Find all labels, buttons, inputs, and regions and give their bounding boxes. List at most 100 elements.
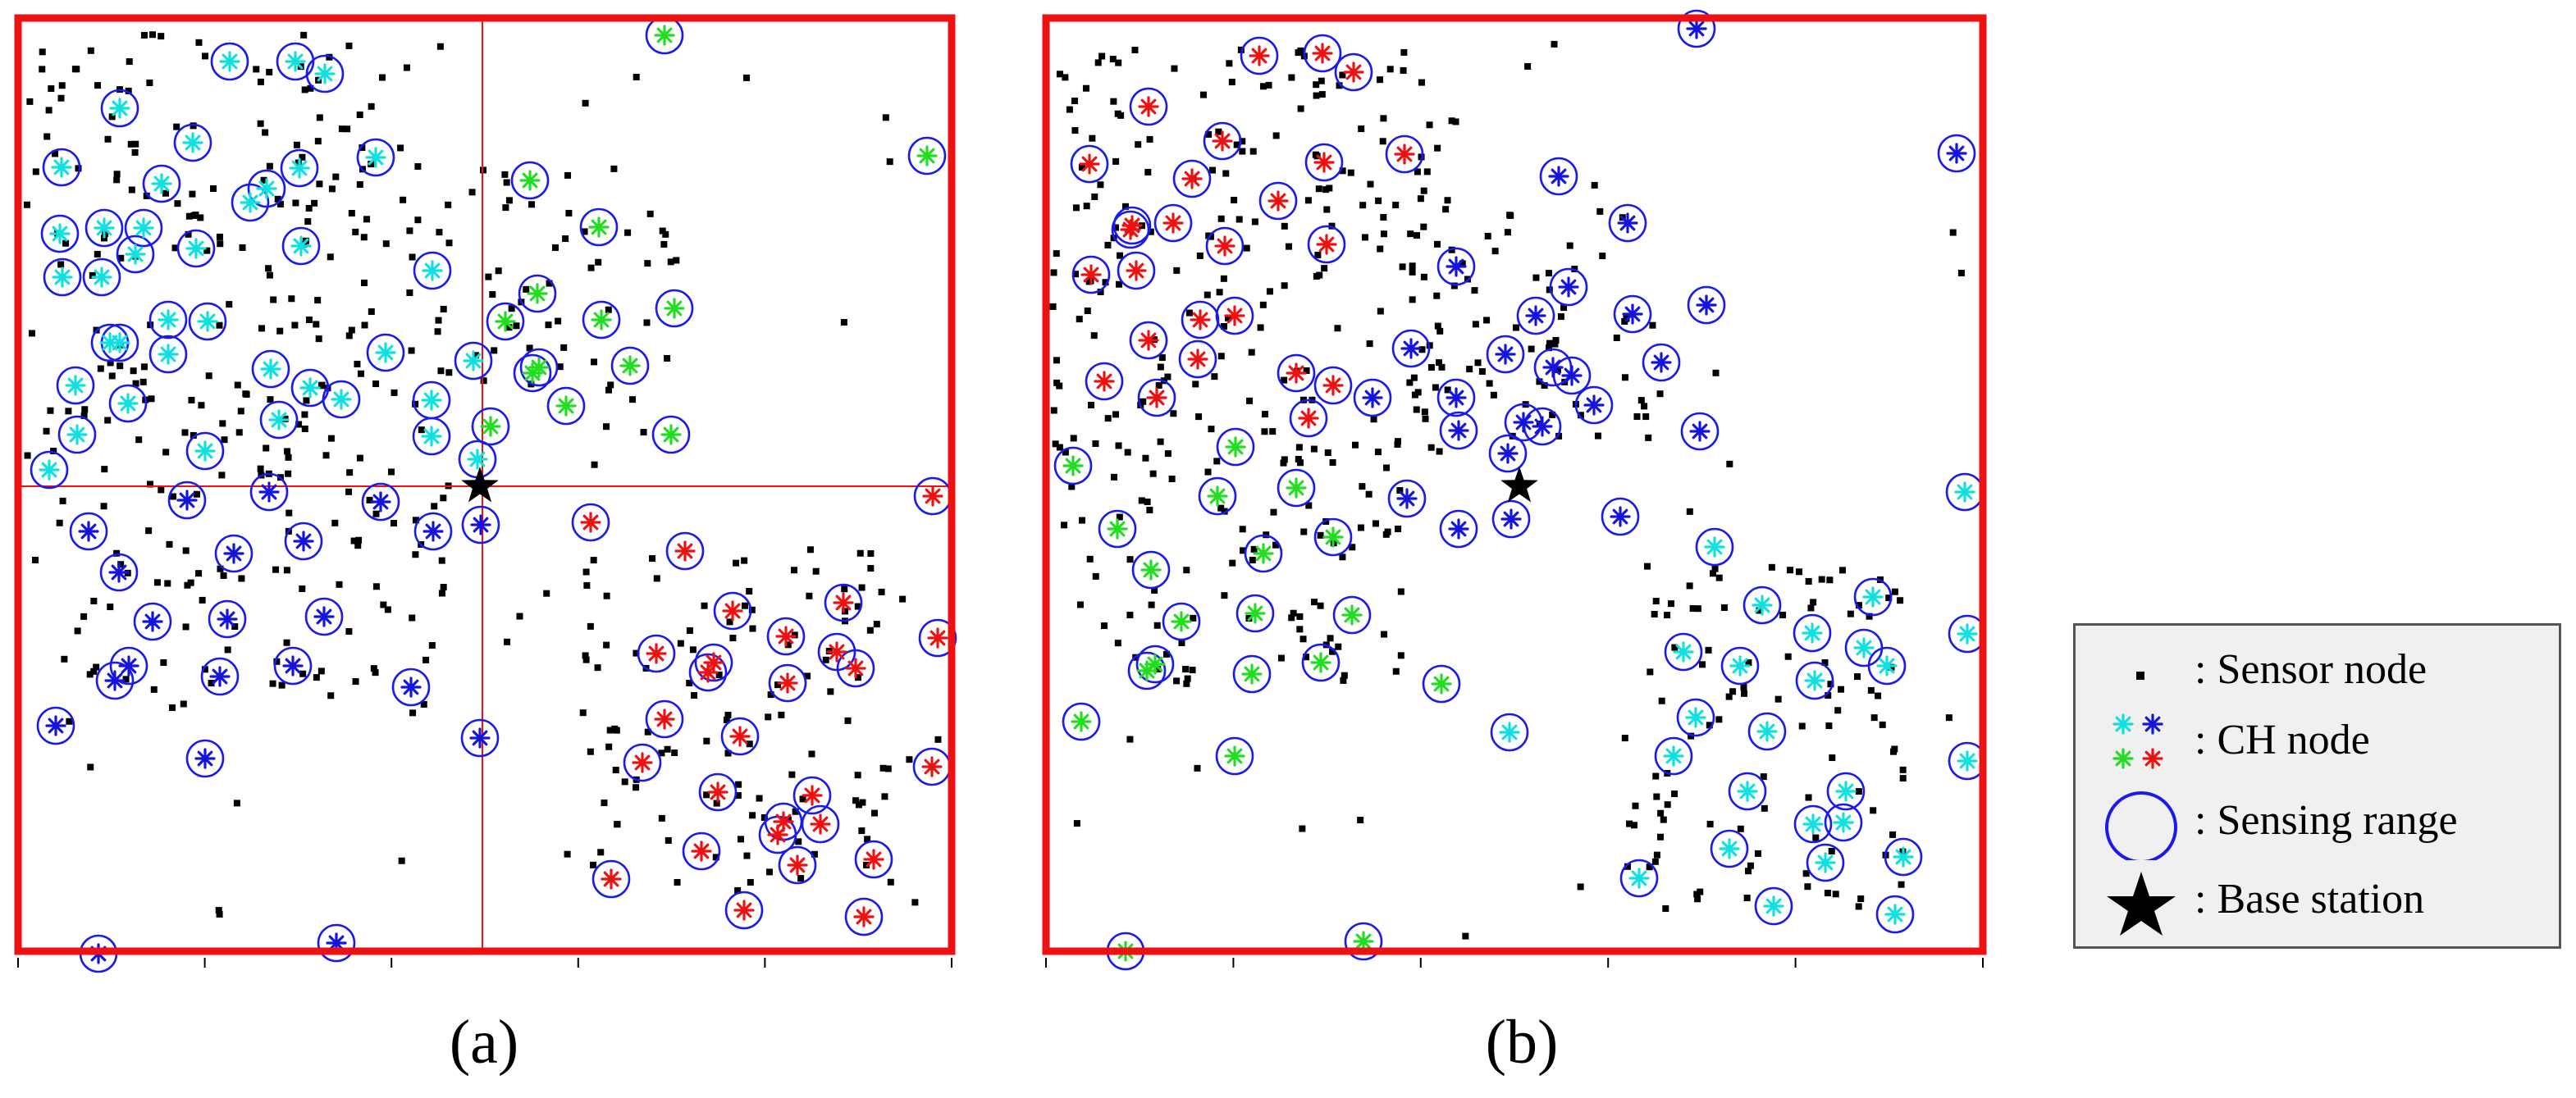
sensing-range-circle bbox=[1332, 595, 1372, 635]
sensor-node bbox=[508, 305, 515, 312]
sensor-node bbox=[1328, 648, 1336, 655]
panel-b-plot bbox=[1042, 9, 1987, 971]
sensor-node bbox=[1705, 646, 1712, 654]
sensor-node bbox=[145, 527, 153, 535]
sensor-node bbox=[610, 165, 618, 172]
ch-node-red bbox=[775, 626, 797, 647]
sensor-node bbox=[1361, 234, 1368, 241]
sensor-node bbox=[147, 481, 154, 488]
sensor-node bbox=[440, 584, 447, 591]
sensor-node bbox=[1855, 788, 1862, 795]
sensing-range-circle bbox=[637, 634, 676, 673]
sensing-range-circle bbox=[413, 251, 452, 290]
sensor-node bbox=[1647, 668, 1654, 676]
sensor-node bbox=[348, 210, 355, 217]
sensor-node bbox=[1596, 207, 1604, 215]
sensor-node bbox=[1068, 483, 1076, 490]
sensor-node bbox=[906, 756, 913, 763]
sensor-node bbox=[640, 429, 647, 436]
sensor-node bbox=[579, 709, 587, 717]
sensor-node bbox=[368, 103, 375, 110]
ch-node-cyan bbox=[299, 377, 321, 399]
sensor-node bbox=[1083, 203, 1090, 210]
sensor-node bbox=[748, 606, 756, 613]
ch-node-red bbox=[1394, 144, 1415, 165]
sensor-node bbox=[273, 658, 281, 665]
sensor-node bbox=[1072, 204, 1080, 212]
sensing-range-circle bbox=[518, 274, 557, 313]
panel-a-ch-nodes bbox=[39, 25, 948, 964]
sensing-range-circle bbox=[1111, 210, 1150, 249]
sensor-node bbox=[1250, 545, 1258, 553]
ch-node-red bbox=[1079, 153, 1100, 175]
sensor-node bbox=[1504, 229, 1511, 236]
sensor-node bbox=[217, 565, 224, 572]
sensor-node bbox=[1126, 736, 1134, 743]
sensor-node bbox=[445, 369, 453, 376]
sensing-range-circle bbox=[1391, 329, 1431, 368]
sensor-node bbox=[1374, 449, 1382, 456]
sensing-range-circle bbox=[1303, 34, 1342, 73]
sensor-node bbox=[1828, 847, 1835, 854]
sensor-node bbox=[1621, 735, 1628, 742]
sensing-range-circle bbox=[1215, 296, 1254, 335]
sensor-node bbox=[258, 325, 266, 332]
sensor-node bbox=[1641, 403, 1648, 410]
sensing-range-circle bbox=[1793, 804, 1833, 844]
sensing-range-circle bbox=[259, 400, 299, 440]
sensor-node bbox=[1207, 233, 1214, 240]
sensor-node bbox=[1399, 263, 1406, 271]
sensor-node bbox=[1213, 458, 1221, 465]
sensor-node bbox=[1290, 609, 1297, 617]
ch-node-cyan bbox=[290, 235, 312, 257]
sensor-node bbox=[1375, 197, 1382, 204]
sensor-node bbox=[318, 381, 326, 389]
sensor-node bbox=[1870, 714, 1878, 722]
sensing-range-circle bbox=[510, 161, 550, 200]
sensor-node bbox=[784, 641, 792, 649]
sensor-node bbox=[409, 253, 416, 261]
sensor-node bbox=[1349, 544, 1356, 551]
sensing-range-circle bbox=[109, 646, 148, 686]
ch-node-blue bbox=[1610, 506, 1631, 527]
sensor-node bbox=[357, 370, 364, 377]
sensor-node bbox=[1117, 252, 1124, 259]
sensor-node bbox=[61, 655, 68, 663]
sensor-node bbox=[257, 78, 264, 85]
panel-a-caption: (a) bbox=[361, 1007, 607, 1078]
sensor-node bbox=[314, 297, 322, 304]
sensor-node bbox=[1056, 444, 1063, 451]
ch-node-blue bbox=[1362, 387, 1383, 408]
sensor-node bbox=[140, 363, 148, 371]
sensing-range-circle bbox=[304, 597, 344, 636]
sensing-range-circle bbox=[854, 840, 893, 879]
sensor-node bbox=[1229, 559, 1236, 567]
sensor-node bbox=[277, 200, 285, 207]
sensor-node bbox=[1386, 66, 1394, 73]
sensor-node bbox=[689, 646, 697, 654]
sensor-node bbox=[327, 692, 335, 699]
sensor-node bbox=[431, 503, 438, 510]
sensor-node bbox=[1052, 440, 1059, 448]
sensor-node bbox=[733, 559, 740, 567]
sensor-node bbox=[350, 537, 358, 544]
ch-node-cyan bbox=[1876, 655, 1898, 677]
sensor-node bbox=[1436, 327, 1444, 335]
sensing-range-circle bbox=[844, 897, 884, 936]
sensor-node bbox=[760, 813, 768, 821]
sensor-node bbox=[1392, 201, 1400, 208]
sensor-node bbox=[1299, 636, 1307, 643]
sensing-range-circle bbox=[1153, 203, 1193, 243]
sensor-node bbox=[148, 395, 155, 403]
sensor-node bbox=[139, 378, 147, 385]
ch-node-cyan bbox=[260, 358, 281, 380]
sensor-node bbox=[1825, 722, 1833, 730]
sensor-node bbox=[1423, 168, 1431, 175]
sensing-range-circle bbox=[412, 417, 451, 456]
sensor-node bbox=[1239, 526, 1246, 533]
sensor-node bbox=[1483, 317, 1491, 324]
sensing-range-circle bbox=[1654, 736, 1693, 776]
sensor-node bbox=[1215, 128, 1222, 135]
ch-node-green-icon bbox=[2112, 748, 2134, 769]
ch-node-green bbox=[1253, 543, 1274, 564]
